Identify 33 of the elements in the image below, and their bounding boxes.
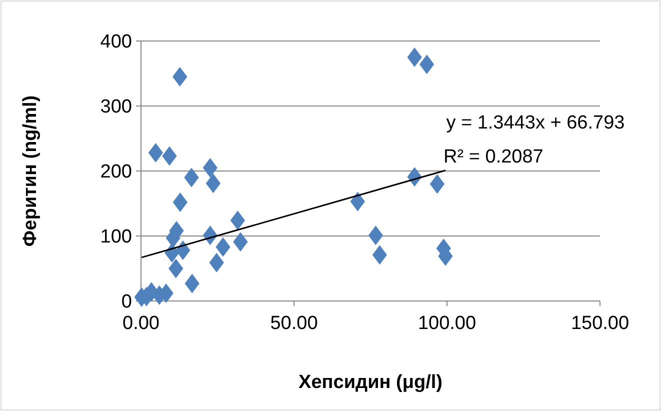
point (172, 192, 188, 212)
point (407, 47, 422, 68)
point (162, 146, 177, 166)
annotation: R² = 0.2087 (444, 146, 544, 168)
point (184, 168, 199, 188)
point (216, 237, 230, 257)
x-tick-label: 0.00 (122, 313, 160, 334)
point (230, 210, 246, 230)
point (168, 258, 184, 278)
point (172, 66, 188, 87)
point (202, 158, 218, 178)
x-tick-label: 150.00 (570, 313, 630, 334)
y-tick-label: 200 (100, 162, 132, 183)
annotation: y = 1.3443x + 66.793 (446, 112, 625, 134)
point (233, 232, 248, 252)
point (209, 252, 224, 272)
y-tick-label: 300 (100, 96, 132, 118)
point (350, 192, 365, 212)
y-axis-title: Феритин (ng/ml) (20, 95, 41, 247)
point (368, 226, 384, 246)
y-tick-label: 0 (121, 292, 132, 313)
point (206, 174, 221, 194)
point (164, 243, 180, 263)
x-axis-title: Хепсидин (μg/l) (298, 372, 442, 393)
y-tick-label: 100 (100, 226, 132, 248)
point (430, 174, 445, 194)
point (372, 245, 388, 265)
x-tick-label: 50.00 (270, 313, 318, 334)
point (184, 274, 200, 294)
point (148, 143, 164, 163)
y-tick-label: 400 (100, 32, 132, 53)
point (419, 54, 434, 74)
x-tick-label: 100.00 (418, 313, 476, 334)
